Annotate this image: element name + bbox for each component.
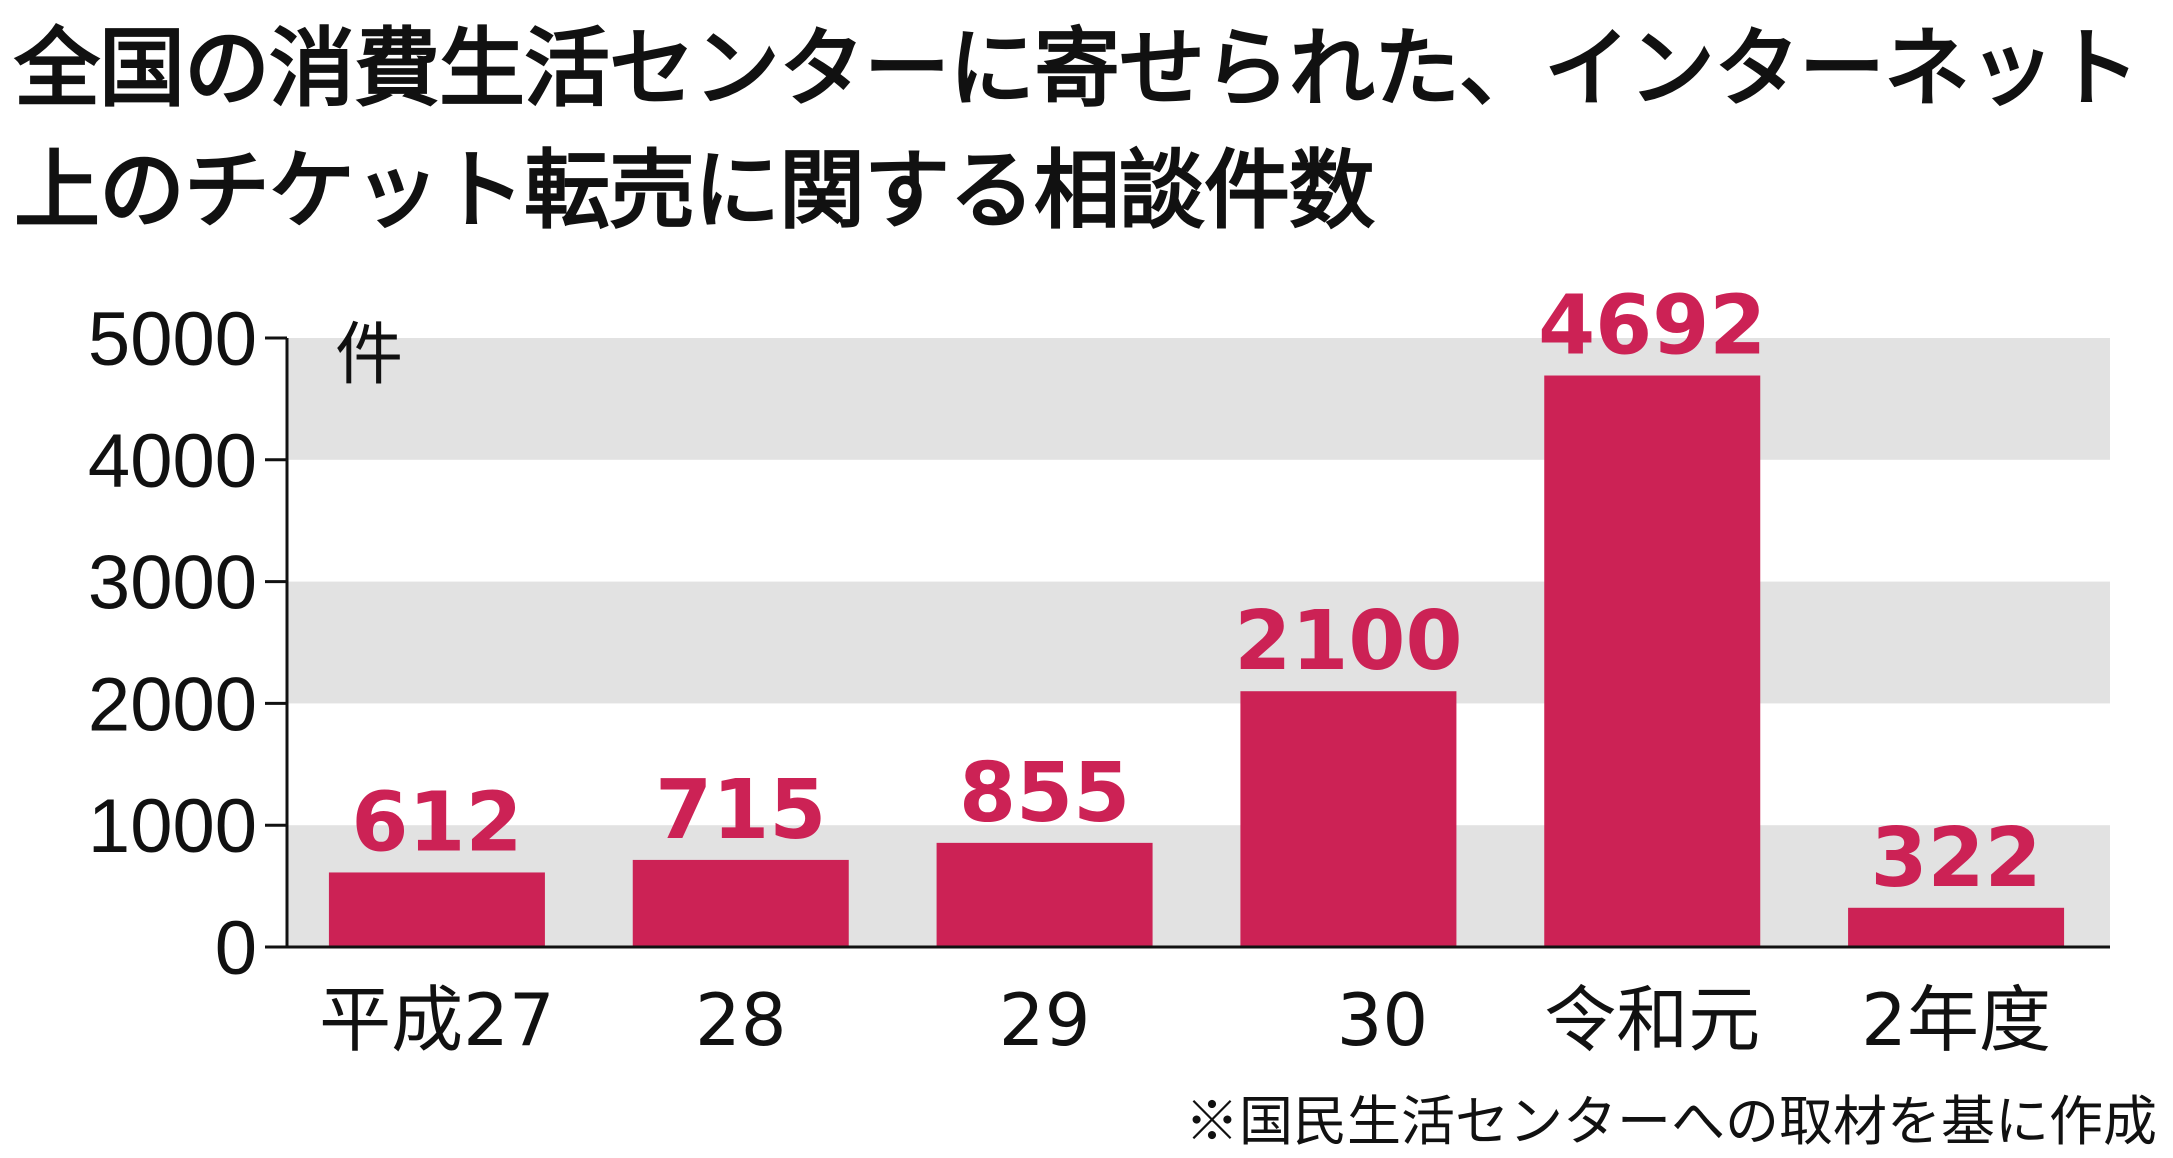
x-category-label: 2年度: [1861, 978, 2051, 1062]
bar: [1544, 375, 1761, 947]
bar: [1240, 691, 1457, 947]
y-tick-label: 1000: [88, 784, 257, 869]
chart-title: 全国の消費生活センターに寄せられた、インターネット上のチケット転売に関する相談件…: [14, 19, 2140, 241]
axes: [265, 336, 2110, 949]
y-tick-label: 4000: [88, 419, 257, 504]
bars: [328, 375, 2065, 947]
value-labels: 612 715 855 2100 4692 322: [351, 279, 2041, 906]
source-note: ※国民生活センターへの取材を基に作成: [1185, 1090, 2157, 1153]
x-category-label: 30: [1337, 978, 1429, 1062]
x-category-label: 29: [999, 978, 1091, 1062]
grid-bands: [287, 338, 2110, 947]
y-tick-labels: 0 1000 2000 3000 4000 5000: [88, 297, 257, 991]
x-category-label: 平成27: [319, 978, 555, 1062]
y-tick-label: 2000: [88, 662, 257, 747]
bar: [936, 842, 1153, 947]
x-category-label: 28: [695, 978, 787, 1062]
y-tick-label: 0: [215, 906, 257, 991]
bar: [632, 859, 849, 947]
grid-band: [287, 338, 2110, 460]
value-label: 715: [655, 763, 826, 858]
y-tick-label: 5000: [88, 297, 257, 382]
value-label: 855: [959, 746, 1130, 841]
value-label: 612: [351, 775, 522, 870]
value-label: 322: [1870, 811, 2041, 906]
y-tick-label: 3000: [88, 541, 257, 626]
value-label: 4692: [1538, 279, 1766, 374]
x-category-label: 令和元: [1544, 978, 1760, 1062]
grid-band: [287, 825, 2110, 947]
value-label: 2100: [1234, 594, 1462, 689]
y-unit-label: 件: [335, 316, 403, 395]
bar: [1848, 907, 2065, 947]
grid-band: [287, 581, 2110, 704]
bar: [328, 872, 545, 947]
x-category-labels: 平成27 28 29 30 令和元 2年度: [319, 978, 2051, 1062]
